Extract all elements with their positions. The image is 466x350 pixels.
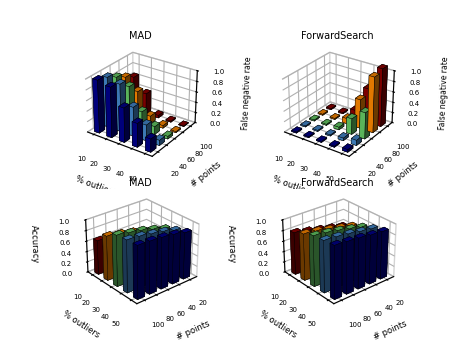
Y-axis label: % outliers: % outliers — [258, 310, 299, 340]
X-axis label: # points: # points — [372, 319, 409, 342]
Y-axis label: % outliers: % outliers — [61, 310, 102, 340]
Y-axis label: # points: # points — [387, 160, 420, 189]
Title: ForwardSearch: ForwardSearch — [301, 178, 374, 188]
Y-axis label: # points: # points — [190, 160, 223, 189]
Title: ForwardSearch: ForwardSearch — [301, 31, 374, 41]
X-axis label: # points: # points — [176, 319, 212, 342]
X-axis label: % outliers: % outliers — [75, 174, 117, 198]
X-axis label: % outliers: % outliers — [271, 174, 314, 198]
Title: MAD: MAD — [129, 31, 152, 41]
Title: MAD: MAD — [129, 178, 152, 188]
